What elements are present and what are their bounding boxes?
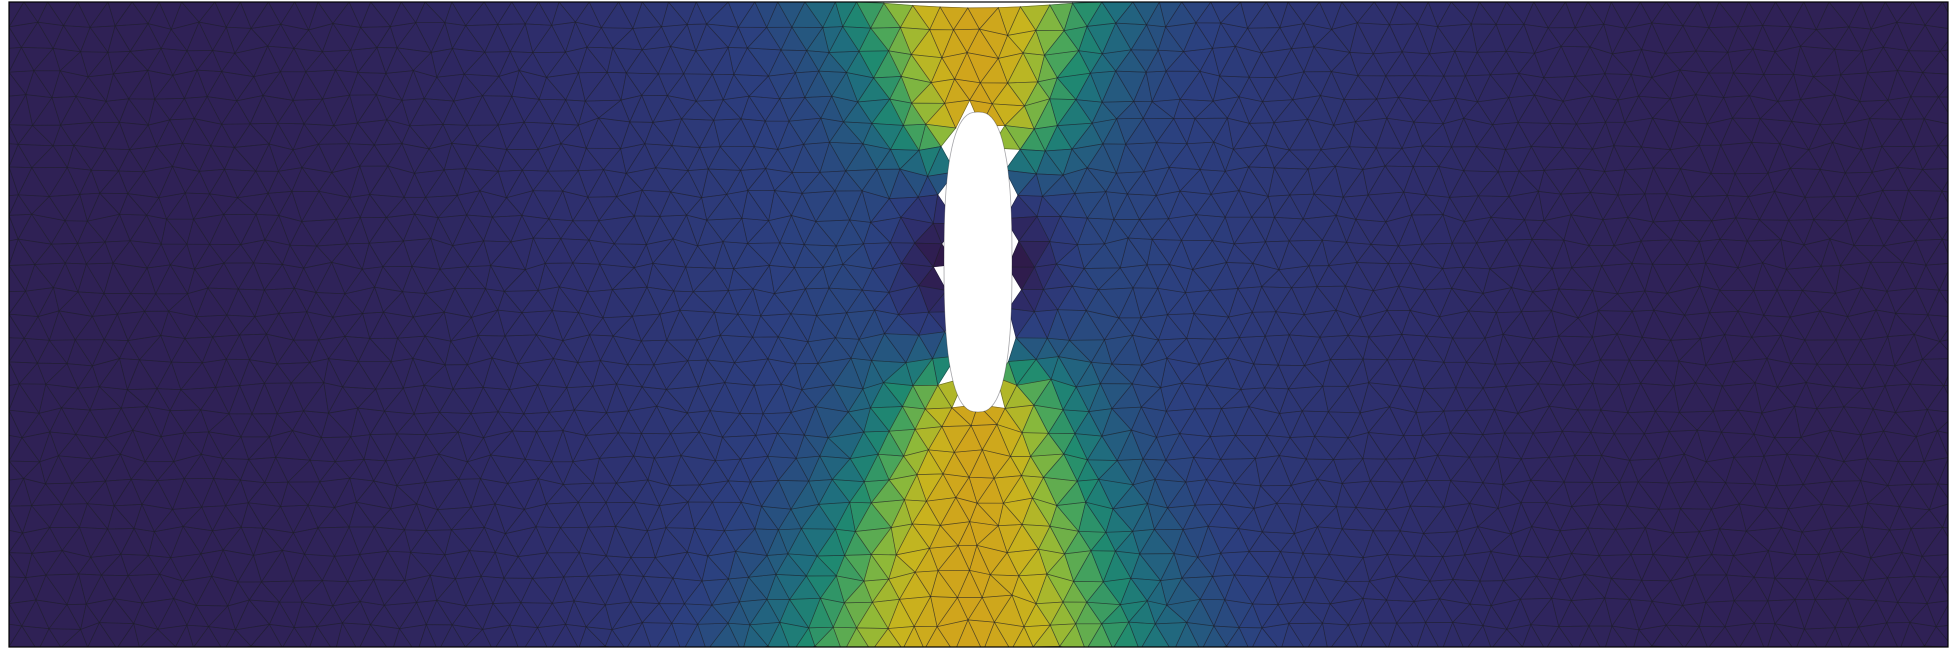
mesh-element xyxy=(1947,457,1948,458)
mesh-element xyxy=(1921,168,1948,192)
mesh-element xyxy=(1939,40,1948,52)
mesh-element xyxy=(1937,96,1948,114)
mesh-element xyxy=(1942,2,1948,14)
mesh-element xyxy=(1924,24,1948,53)
mesh-element xyxy=(1941,190,1948,204)
mesh-element xyxy=(944,99,971,129)
mesh-element xyxy=(1937,145,1948,160)
mesh-element xyxy=(1947,457,1948,458)
mesh-element xyxy=(1939,49,1948,63)
mesh-element xyxy=(1928,217,1948,241)
mesh-element xyxy=(1941,179,1948,193)
mesh-element xyxy=(1941,228,1948,241)
mesh-element xyxy=(924,123,957,148)
mesh-element xyxy=(1937,133,1948,147)
